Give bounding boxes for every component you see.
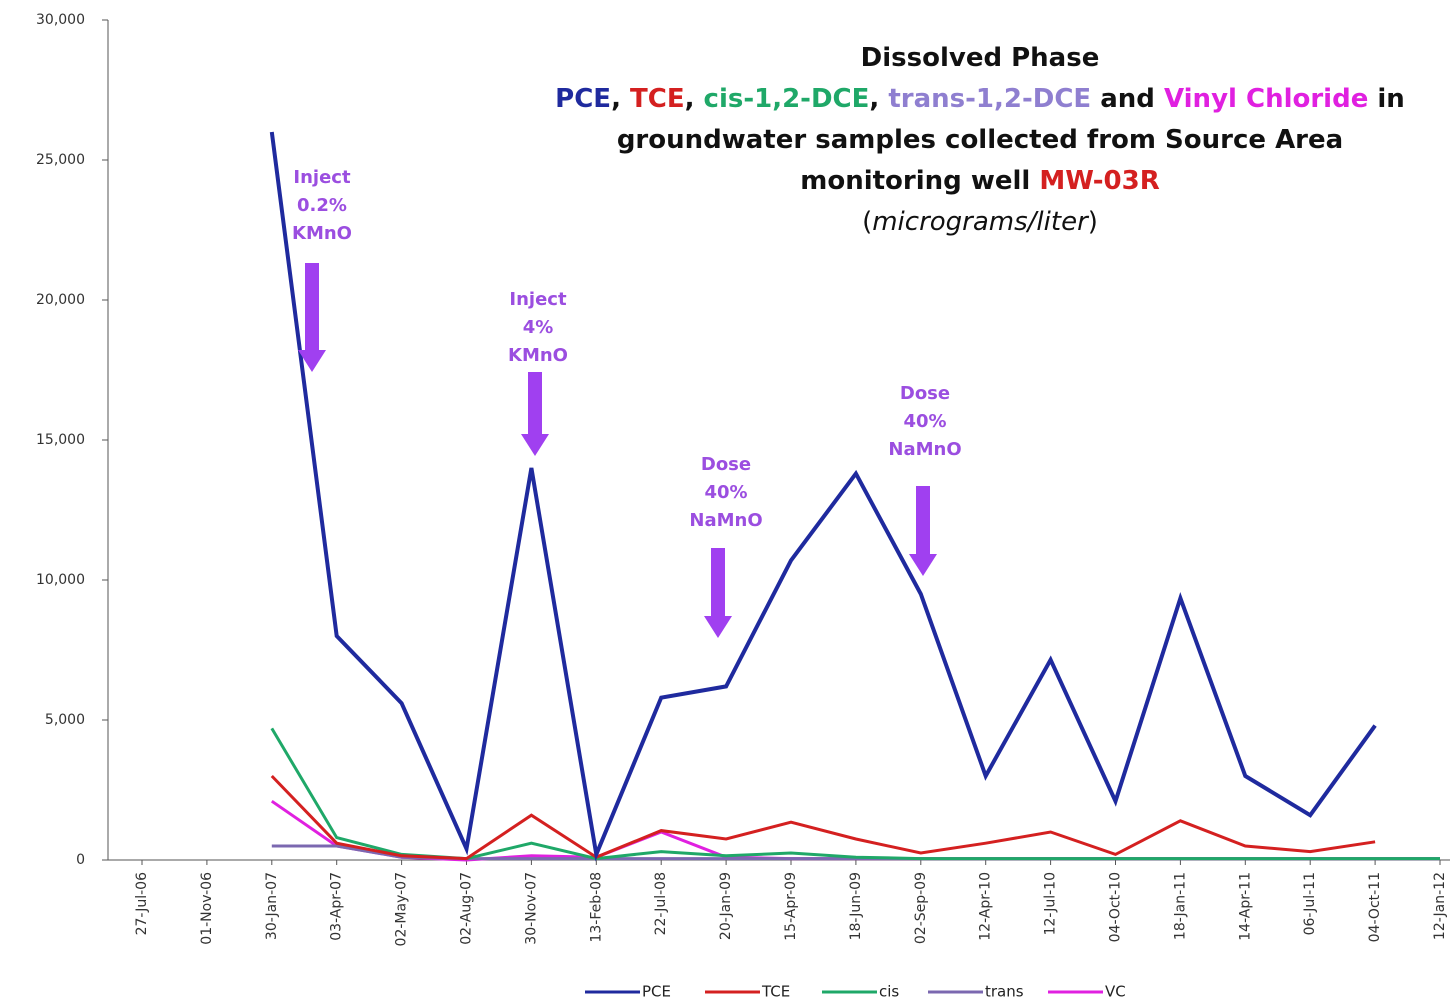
annotation-arrow — [704, 548, 732, 638]
chart-title: (micrograms/liter) — [862, 207, 1098, 237]
chart-title: PCE, TCE, cis-1,2-DCE, trans-1,2-DCE and… — [555, 84, 1405, 114]
x-tick-label: 13-Feb-08 — [588, 872, 604, 943]
y-tick-label: 25,000 — [36, 152, 85, 168]
x-tick-label: 30-Jan-07 — [264, 872, 280, 940]
x-tick-label: 12-Apr-10 — [978, 872, 994, 941]
x-tick-label: 14-Apr-11 — [1237, 872, 1253, 941]
annotation-arrow — [298, 263, 326, 372]
x-tick-label: 18-Jun-09 — [848, 872, 864, 940]
chart-title: groundwater samples collected from Sourc… — [617, 125, 1343, 155]
y-tick-label: 15,000 — [36, 432, 85, 448]
x-tick-label: 02-Sep-09 — [913, 872, 929, 944]
title-part: MW-03R — [1039, 166, 1159, 196]
y-tick-label: 5,000 — [45, 712, 85, 728]
annotation-text: NaMnO — [689, 510, 762, 531]
title-part: and — [1091, 84, 1164, 114]
x-tick-label: 12-Jan-12 — [1432, 872, 1448, 940]
x-tick-label: 20-Jan-09 — [718, 872, 734, 940]
annotation-text: KMnO — [508, 345, 568, 366]
title-part: ) — [1088, 207, 1098, 237]
legend-label: PCE — [642, 983, 671, 1001]
y-tick-label: 10,000 — [36, 572, 85, 588]
annotation-text: 40% — [704, 482, 747, 503]
x-tick-label: 18-Jan-11 — [1172, 872, 1188, 940]
x-tick-label: 03-Apr-07 — [329, 872, 345, 941]
title-part: Vinyl Chloride — [1164, 84, 1368, 114]
x-tick-label: 22-Jul-08 — [653, 872, 669, 935]
title-part: monitoring well — [800, 166, 1039, 196]
annotation-text: Dose — [900, 383, 950, 404]
x-tick-label: 06-Jul-11 — [1302, 872, 1318, 935]
series-line — [270, 774, 1376, 861]
title-part: groundwater samples collected from Sourc… — [617, 125, 1343, 155]
annotation-text: 40% — [903, 411, 946, 432]
annotation-text: Inject — [509, 289, 567, 310]
x-tick-label: 02-Aug-07 — [459, 872, 475, 945]
legend-label: cis — [879, 983, 899, 1001]
x-tick-label: 15-Apr-09 — [783, 872, 799, 941]
annotation-text: Dose — [701, 454, 751, 475]
title-part: , — [685, 84, 704, 114]
annotation-arrow — [521, 372, 549, 456]
title-part: Dissolved Phase — [861, 43, 1100, 73]
title-part: trans-1,2-DCE — [888, 84, 1091, 114]
title-part: , — [611, 84, 630, 114]
title-part: cis-1,2-DCE — [704, 84, 870, 114]
x-tick-label: 01-Nov-06 — [199, 872, 215, 945]
y-tick-label: 30,000 — [36, 12, 85, 28]
annotation-text: 0.2% — [297, 195, 347, 216]
legend-label: trans — [985, 983, 1024, 1001]
y-tick-label: 20,000 — [36, 292, 85, 308]
x-tick-label: 30-Nov-07 — [523, 872, 539, 945]
legend-label: TCE — [761, 983, 790, 1001]
annotation-text: Inject — [293, 167, 351, 188]
x-tick-label: 04-Oct-11 — [1367, 872, 1383, 942]
x-tick-label: 02-May-07 — [394, 872, 410, 946]
annotation-text: KMnO — [292, 223, 352, 244]
annotation-text: 4% — [523, 317, 554, 338]
title-part: , — [869, 84, 888, 114]
x-tick-label: 04-Oct-10 — [1108, 872, 1124, 942]
title-part: ( — [862, 207, 872, 237]
title-part: micrograms/liter — [872, 207, 1090, 237]
title-part: in — [1368, 84, 1404, 114]
y-tick-label: 0 — [76, 852, 85, 868]
annotation-arrow — [909, 486, 937, 576]
annotation-text: NaMnO — [888, 439, 961, 460]
series-line — [269, 131, 1377, 862]
title-part: TCE — [630, 84, 685, 114]
legend-label: VC — [1105, 983, 1126, 1001]
title-part: PCE — [555, 84, 611, 114]
chart-title: Dissolved Phase — [861, 43, 1100, 73]
chart-title: monitoring well MW-03R — [800, 166, 1160, 196]
x-tick-label: 12-Jul-10 — [1043, 872, 1059, 935]
x-tick-label: 27-Jul-06 — [134, 872, 150, 935]
